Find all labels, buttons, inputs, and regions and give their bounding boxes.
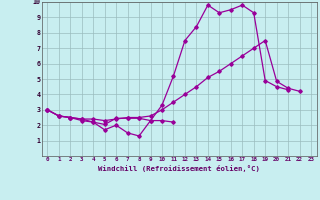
X-axis label: Windchill (Refroidissement éolien,°C): Windchill (Refroidissement éolien,°C)	[98, 165, 260, 172]
